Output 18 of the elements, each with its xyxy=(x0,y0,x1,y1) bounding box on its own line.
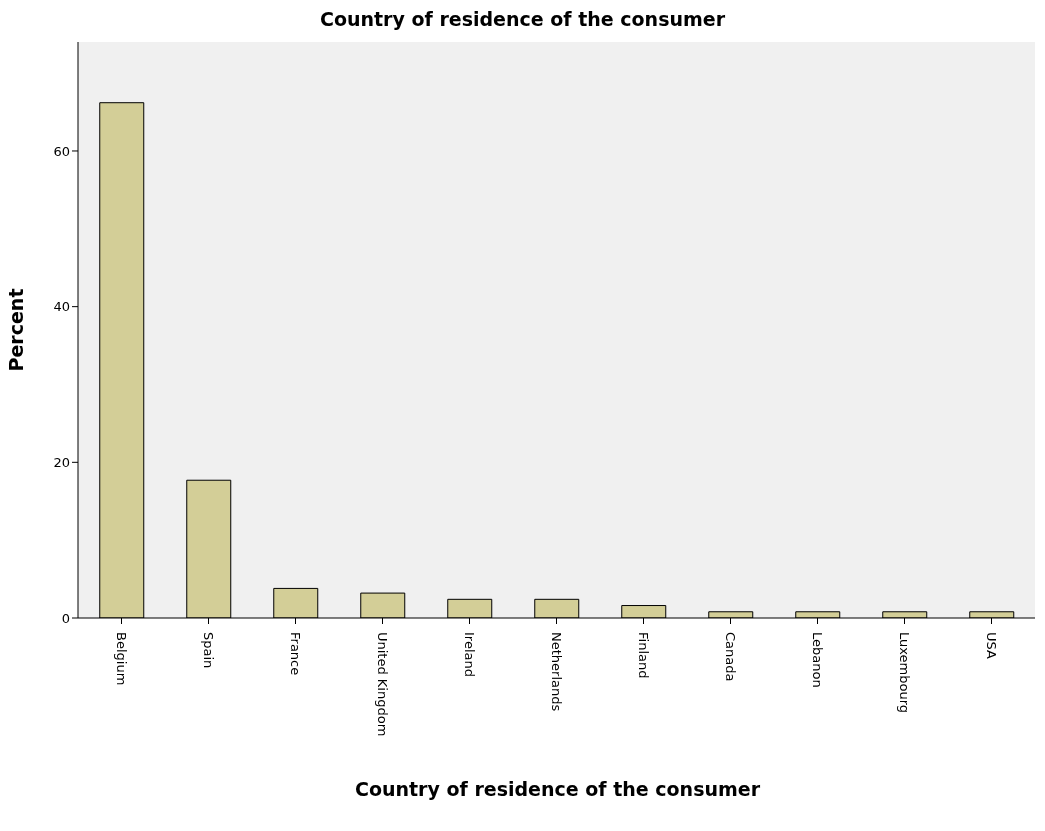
x-tick-label: United Kingdom xyxy=(375,632,390,737)
x-tick-label: Luxembourg xyxy=(897,632,912,714)
x-tick-label: France xyxy=(288,632,303,676)
x-tick-label: Ireland xyxy=(462,632,477,677)
x-tick-label: Spain xyxy=(201,632,216,669)
x-tick-label: Lebanon xyxy=(810,632,825,688)
x-tick-label: USA xyxy=(984,632,999,660)
x-tick-label: Belgium xyxy=(114,632,129,686)
x-tick-label: Netherlands xyxy=(549,632,564,712)
x-axis-title: Country of residence of the consumer xyxy=(353,778,762,800)
x-tick-label: Canada xyxy=(723,632,738,682)
chart-title: Country of residence of the consumer xyxy=(318,8,727,32)
y-tick-label: 0 xyxy=(61,610,70,626)
y-axis-title: Percent xyxy=(4,288,27,372)
y-tick-label: 60 xyxy=(53,143,70,159)
y-tick-label: 40 xyxy=(53,299,70,315)
x-tick-label: Finland xyxy=(636,632,651,679)
y-tick-label: 20 xyxy=(53,454,70,470)
